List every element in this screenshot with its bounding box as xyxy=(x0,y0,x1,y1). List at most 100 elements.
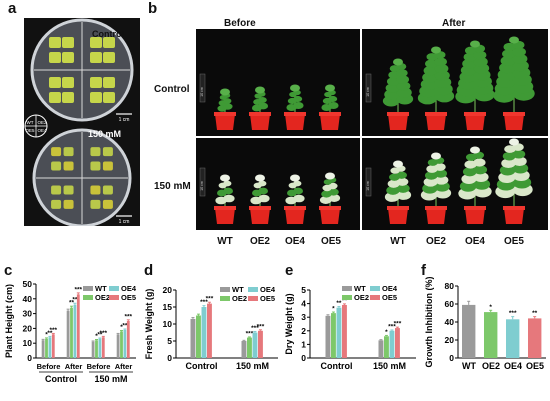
plant-leaf xyxy=(512,163,529,174)
plant-leaf xyxy=(500,55,516,66)
bar xyxy=(126,321,130,358)
pot-rim xyxy=(464,206,486,210)
legend-swatch xyxy=(370,286,380,291)
red-pot xyxy=(320,208,340,224)
x-tick-label: After xyxy=(115,362,133,371)
leaf-disc xyxy=(102,161,113,171)
y-tick-label: 3 xyxy=(301,312,306,322)
leaf-disc xyxy=(90,37,102,48)
y-tick-label: 4 xyxy=(301,299,306,309)
y-tick-label: 15 xyxy=(163,302,173,312)
bar xyxy=(190,318,196,358)
bar xyxy=(484,312,498,358)
plant-top xyxy=(325,84,335,92)
red-pot xyxy=(250,114,270,130)
y-tick-label: 5 xyxy=(167,336,172,346)
bar xyxy=(45,338,48,358)
pot-rim xyxy=(284,206,306,210)
bar xyxy=(528,318,542,358)
genotype-label-after-oe4: OE4 xyxy=(464,236,485,247)
plant-leaf xyxy=(461,173,477,185)
legend-entry: WT xyxy=(95,284,107,293)
y-tick-label: 10 xyxy=(23,338,33,348)
leaf-disc xyxy=(62,77,74,88)
y-axis-label: Fresh Weight (g) xyxy=(144,289,154,360)
y-tick-label: 40 xyxy=(445,317,455,327)
red-pot xyxy=(388,208,408,224)
leaf-disc xyxy=(49,77,61,88)
plant-leaf xyxy=(293,194,305,203)
x-tick-label: After xyxy=(65,362,83,371)
genotype-label-before-oe4: OE4 xyxy=(284,236,305,247)
red-pot xyxy=(388,114,408,130)
leaf-disc xyxy=(51,185,62,195)
significance-stars: * xyxy=(45,331,48,338)
bar xyxy=(325,315,331,358)
plant-leaf xyxy=(423,177,438,187)
significance-stars: * xyxy=(385,329,388,336)
plant-top xyxy=(393,160,403,168)
red-pot xyxy=(504,114,524,130)
red-pot xyxy=(215,114,235,130)
photo-after-salt: 10 cm xyxy=(362,138,548,230)
plant-leaf xyxy=(434,63,449,74)
plant-leaf xyxy=(462,58,477,69)
panel-a-label: a xyxy=(8,0,17,17)
dish-label-control: Control xyxy=(92,29,124,39)
leaf-disc xyxy=(49,52,61,63)
group-label: Control xyxy=(45,374,77,384)
plant-top xyxy=(470,146,480,154)
x-tick-label: 150 mM xyxy=(373,361,406,371)
plant-leaf xyxy=(223,187,234,195)
leaf-disc xyxy=(62,52,74,63)
leaf-disc xyxy=(51,199,62,209)
significance-stars: ** xyxy=(336,300,342,307)
plant-leaf xyxy=(386,185,400,195)
plant-leaf xyxy=(434,57,447,66)
legend-swatch xyxy=(109,295,119,300)
row-label-control: Control xyxy=(154,84,190,95)
pot-rim xyxy=(464,112,486,116)
plant-leaf xyxy=(223,194,235,203)
plant-leaf xyxy=(258,180,267,187)
panel-d-label: d xyxy=(144,262,154,279)
y-tick-label: 50 xyxy=(23,279,33,289)
bar xyxy=(241,341,247,358)
plant-leaf xyxy=(293,95,303,103)
ruler-label: 10 cm xyxy=(200,87,204,97)
y-tick-label: 5 xyxy=(301,285,306,295)
plant-leaf xyxy=(396,183,410,193)
leaf-disc xyxy=(102,147,113,157)
ruler xyxy=(365,167,372,197)
legend-swatch xyxy=(83,286,93,291)
leaf-disc xyxy=(90,185,101,195)
plant-leaf xyxy=(422,72,438,83)
legend-swatch xyxy=(220,296,230,301)
y-axis-label: Plant Height (cm) xyxy=(4,284,14,358)
y-tick-label: 20 xyxy=(445,335,455,345)
plant-leaf xyxy=(499,165,516,176)
y-tick-label: 20 xyxy=(163,285,173,295)
bar xyxy=(66,310,70,358)
bar xyxy=(51,334,55,358)
plant-leaf xyxy=(396,190,412,200)
legend-entry: OE5 xyxy=(260,294,275,303)
key-oe2: OE2 xyxy=(37,120,47,125)
bar xyxy=(378,340,384,358)
plant-top xyxy=(290,174,300,182)
photo-after-control: 10 cm xyxy=(362,29,548,136)
leaf-disc xyxy=(62,92,74,103)
red-pot xyxy=(465,208,485,224)
y-tick-label: 60 xyxy=(445,299,455,309)
pot-rim xyxy=(425,112,447,116)
panel-f-label: f xyxy=(421,262,426,279)
legend-entry: OE4 xyxy=(121,284,137,293)
ruler xyxy=(199,167,206,197)
legend-swatch xyxy=(248,296,258,301)
pot-rim xyxy=(319,206,341,210)
key-oe5: OE5 xyxy=(25,128,35,133)
plant-leaf xyxy=(396,75,410,84)
before-heading: Before xyxy=(224,18,256,29)
significance-stars: * xyxy=(489,304,492,311)
y-tick-label: 10 xyxy=(163,319,173,329)
